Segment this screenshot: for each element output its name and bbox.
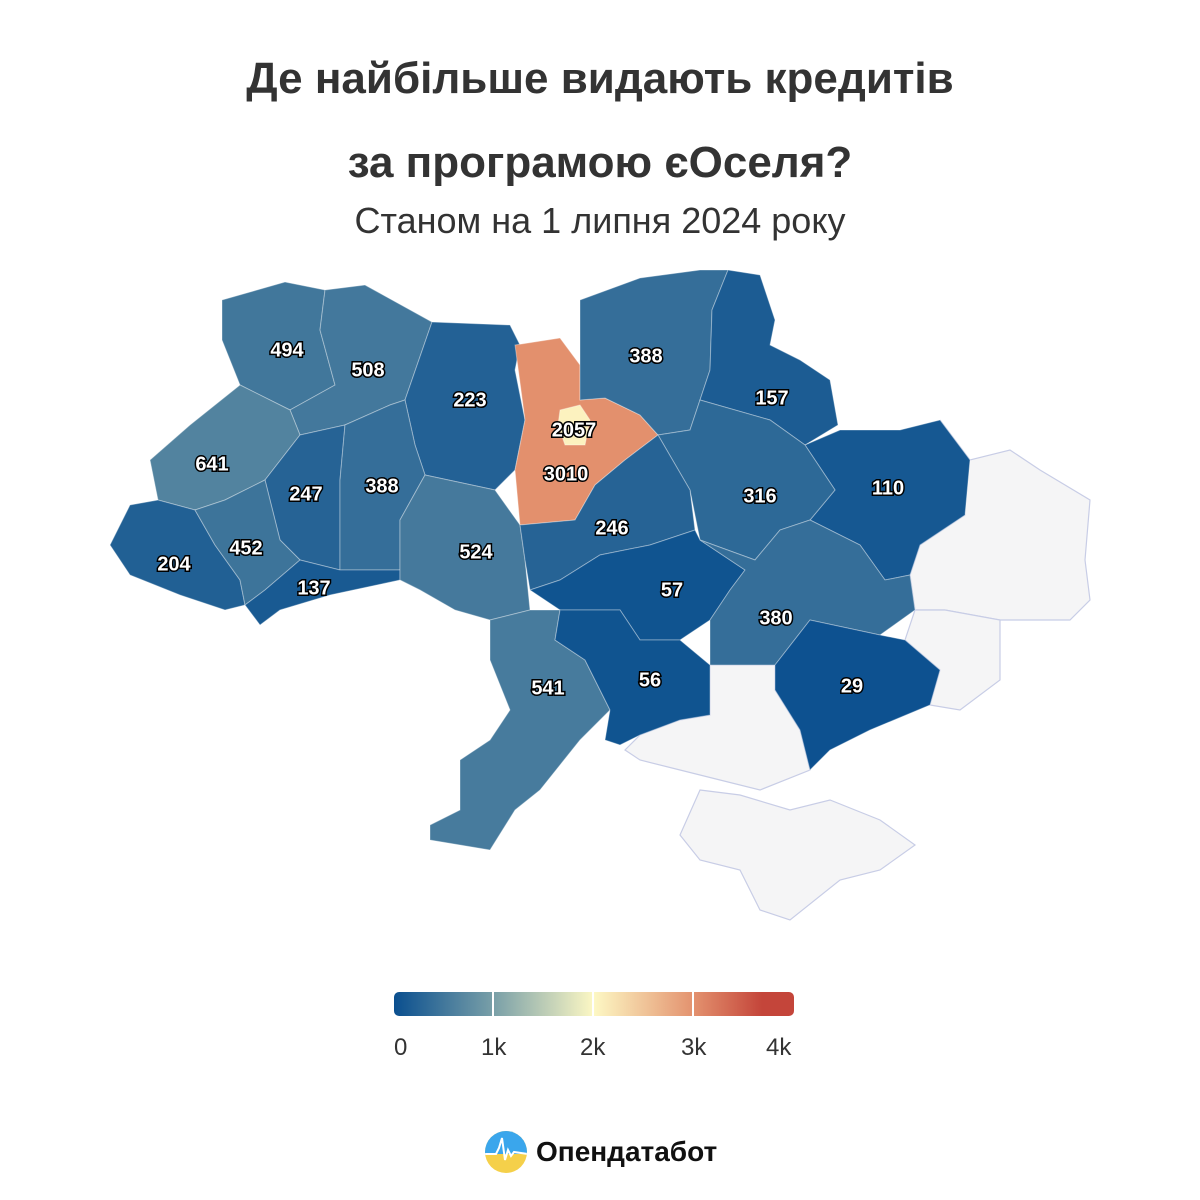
label-vinnytsia: 524 <box>459 541 493 563</box>
legend-divider <box>492 992 494 1016</box>
label-cherkasy: 246 <box>595 517 628 539</box>
label-kyiv-oblast: 3010 <box>544 463 589 485</box>
region-mykolaiv[interactable] <box>554 609 711 746</box>
color-legend-bar <box>394 992 794 1016</box>
region-donetsk <box>904 609 1001 711</box>
legend-tick-2k: 2k <box>580 1034 606 1061</box>
label-khmelnytskyi: 388 <box>365 475 398 497</box>
legend-divider <box>692 992 694 1016</box>
label-ternopil: 247 <box>289 483 322 505</box>
label-odesa: 541 <box>531 677 564 699</box>
label-dnipropetrovsk: 380 <box>759 607 792 629</box>
label-kirovohrad: 57 <box>661 579 683 601</box>
region-zaporizhzhia[interactable] <box>774 619 941 771</box>
label-rivne: 508 <box>351 359 384 381</box>
subtitle: Станом на 1 липня 2024 року <box>354 200 846 241</box>
title-line-2: за програмою єОселя? <box>347 138 853 187</box>
title-line-1: Де найбільше видають кредитів <box>246 54 954 103</box>
no-data-regions <box>624 419 1091 921</box>
ukraine-map: 494 508 223 3010 2057 388 157 110 316 64… <box>109 269 1091 921</box>
brand-logo: Опендатабот <box>484 1130 717 1174</box>
region-dnipropetrovsk[interactable] <box>699 519 916 666</box>
legend-tick-0: 0 <box>394 1034 408 1061</box>
value-labels: 494 508 223 3010 2057 388 157 110 316 64… <box>156 338 906 701</box>
region-chernivtsi[interactable] <box>244 559 401 626</box>
label-chernihiv: 388 <box>629 345 662 367</box>
label-mykolaiv: 56 <box>639 669 661 691</box>
label-sumy: 157 <box>755 387 788 409</box>
legend-tick-1k: 1k <box>481 1034 507 1061</box>
legend-tick-4k: 4k <box>766 1034 792 1061</box>
region-sumy[interactable] <box>699 269 839 446</box>
label-kharkiv: 110 <box>872 477 904 499</box>
label-volyn: 494 <box>270 339 304 361</box>
region-kyiv-city[interactable] <box>557 404 591 446</box>
label-zakarpattia: 204 <box>157 553 191 575</box>
region-crimea <box>679 789 917 921</box>
legend-tick-3k: 3k <box>681 1034 707 1061</box>
label-lviv: 641 <box>195 453 228 475</box>
label-poltava: 316 <box>743 485 776 507</box>
label-chernivtsi: 137 <box>297 577 330 599</box>
label-zaporizhzhia: 29 <box>841 675 863 697</box>
label-ivano-frankivsk: 452 <box>229 537 262 559</box>
data-regions <box>109 269 971 851</box>
opendatabot-logo-icon <box>485 1131 527 1173</box>
label-zhytomyr: 223 <box>453 389 486 411</box>
legend-divider <box>592 992 594 1016</box>
brand-name: Опендатабот <box>536 1136 718 1167</box>
label-kyiv-city: 2057 <box>552 419 597 441</box>
